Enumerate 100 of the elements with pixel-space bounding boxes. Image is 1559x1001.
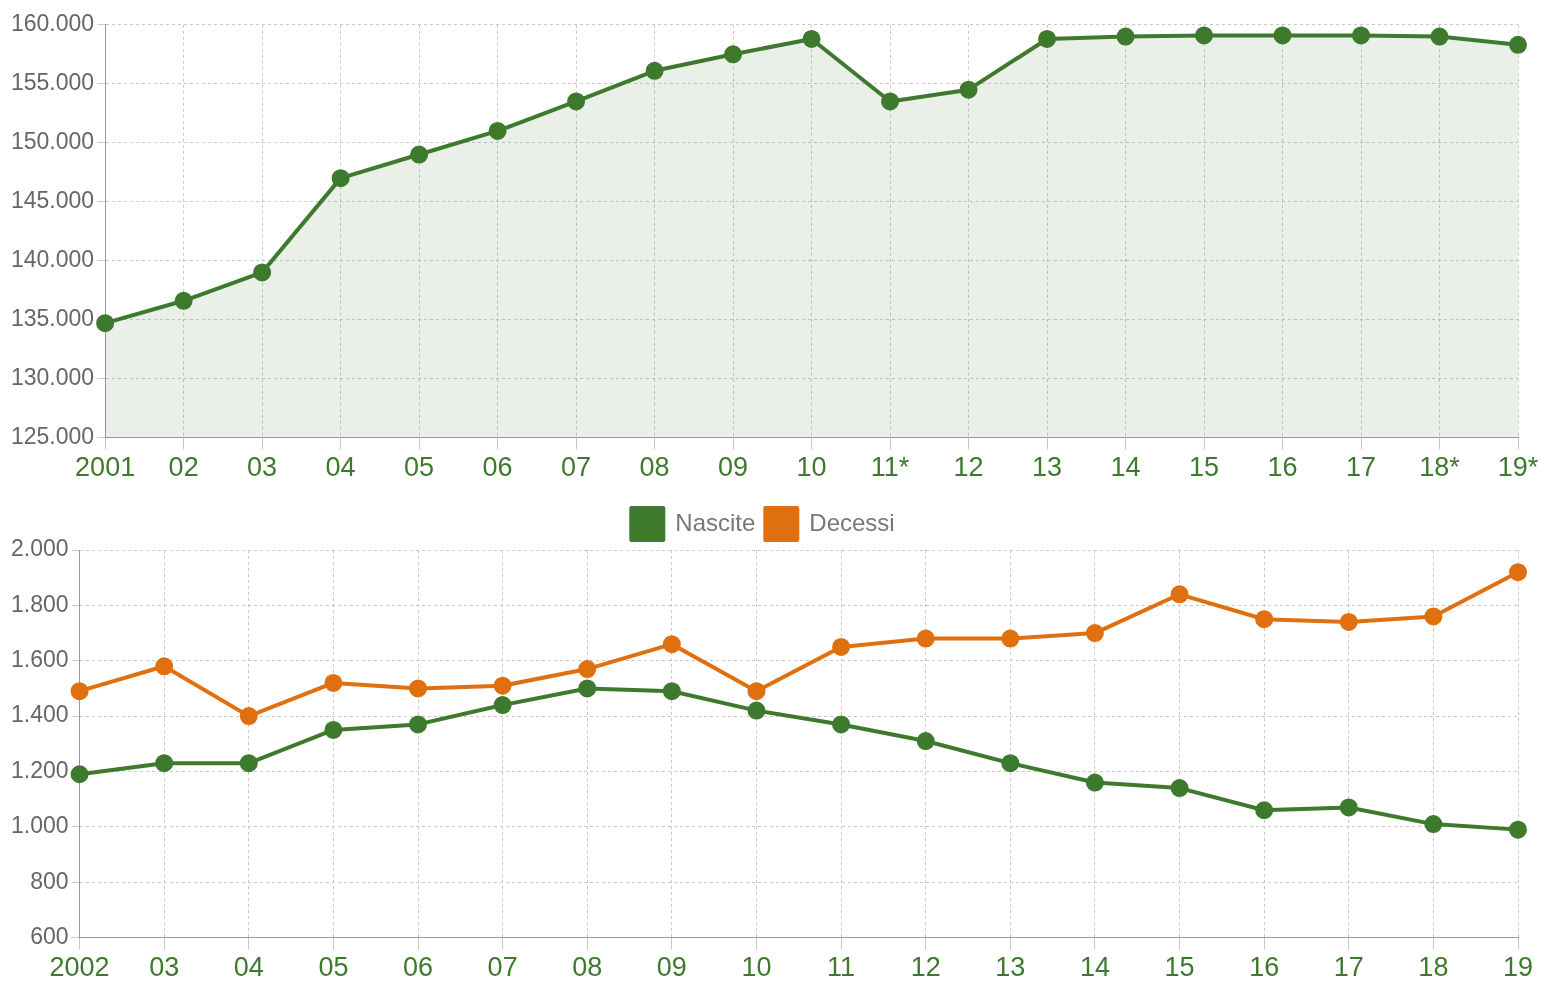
point bbox=[1255, 801, 1274, 820]
x-tick-label: 15 bbox=[1164, 952, 1195, 983]
point bbox=[331, 169, 350, 188]
legend-label: Decessi bbox=[809, 508, 895, 536]
point bbox=[1116, 27, 1135, 46]
point bbox=[1509, 563, 1527, 582]
x-tick-label: 10 bbox=[796, 452, 827, 483]
x-tick-label: 14 bbox=[1110, 452, 1141, 483]
point bbox=[1001, 629, 1020, 648]
y-tick-label: 150.000 bbox=[11, 128, 95, 155]
x-tick-label: 16 bbox=[1267, 452, 1298, 483]
x-tick-label: 16 bbox=[1249, 952, 1280, 983]
x-tick-label: 12 bbox=[910, 952, 941, 983]
x-tick-label: 07 bbox=[487, 952, 518, 983]
point bbox=[155, 657, 174, 676]
y-tick-label: 1.600 bbox=[10, 646, 69, 673]
y-tick-label: 155.000 bbox=[11, 69, 95, 96]
point bbox=[724, 45, 743, 64]
x-tick-label: 10 bbox=[741, 952, 772, 983]
x-tick-label: 19 bbox=[1502, 952, 1534, 983]
x-tick-label: 04 bbox=[233, 952, 264, 983]
point bbox=[1001, 754, 1020, 773]
x-tick-label: 09 bbox=[656, 952, 687, 983]
point bbox=[174, 291, 193, 310]
point bbox=[253, 263, 272, 282]
point bbox=[96, 314, 115, 333]
x-tick-label: 06 bbox=[482, 452, 513, 483]
point bbox=[916, 629, 935, 648]
point bbox=[1255, 610, 1274, 629]
point bbox=[324, 673, 343, 692]
point bbox=[70, 765, 89, 784]
y-tick-label: 1.000 bbox=[10, 812, 69, 839]
point bbox=[1170, 779, 1189, 798]
y-tick-label: 140.000 bbox=[11, 246, 95, 273]
x-tick-label: 05 bbox=[318, 952, 349, 983]
x-tick-label: 18* bbox=[1419, 452, 1461, 483]
point bbox=[493, 696, 512, 715]
point bbox=[493, 676, 512, 695]
x-tick-label: 03 bbox=[149, 952, 180, 983]
point bbox=[1430, 27, 1449, 46]
point bbox=[832, 715, 851, 734]
point bbox=[1339, 798, 1358, 817]
point bbox=[747, 701, 766, 720]
y-tick-label: 130.000 bbox=[11, 363, 95, 390]
x-tick-label: 15 bbox=[1189, 452, 1220, 483]
point bbox=[488, 121, 507, 140]
point bbox=[578, 660, 597, 679]
x-tick-label: 18 bbox=[1418, 952, 1449, 983]
point bbox=[155, 754, 174, 773]
x-tick-label: 13 bbox=[995, 952, 1026, 983]
x-tick-label: 02 bbox=[168, 452, 199, 483]
x-tick-label: 09 bbox=[718, 452, 749, 483]
legend-label: Nascite bbox=[675, 508, 756, 536]
point bbox=[567, 92, 586, 111]
point bbox=[1038, 29, 1057, 48]
y-tick-label: 2.000 bbox=[10, 535, 69, 562]
point bbox=[916, 732, 935, 751]
point bbox=[1085, 624, 1104, 643]
point bbox=[409, 715, 428, 734]
x-tick-label: 13 bbox=[1032, 452, 1063, 483]
x-tick-label: 12 bbox=[953, 452, 984, 483]
x-tick-label: 11* bbox=[870, 452, 910, 483]
x-tick-label: 14 bbox=[1079, 952, 1110, 983]
point bbox=[832, 637, 851, 656]
point bbox=[1509, 820, 1527, 839]
x-tick-label: 06 bbox=[402, 952, 434, 983]
x-tick-label: 04 bbox=[325, 452, 356, 483]
point bbox=[1352, 26, 1371, 45]
y-tick-label: 160.000 bbox=[11, 10, 95, 37]
point bbox=[881, 92, 900, 111]
y-tick-label: 1.400 bbox=[10, 701, 69, 728]
point bbox=[802, 29, 821, 48]
y-tick-label: 600 bbox=[30, 922, 69, 949]
point bbox=[1509, 35, 1527, 54]
point bbox=[409, 679, 428, 698]
y-tick-label: 145.000 bbox=[11, 187, 95, 214]
point bbox=[1424, 815, 1443, 834]
y-tick-label: 1.800 bbox=[10, 590, 69, 617]
x-tick-label: 17 bbox=[1333, 952, 1364, 983]
point bbox=[645, 61, 664, 80]
x-tick-label: 03 bbox=[247, 452, 278, 483]
point bbox=[662, 635, 681, 654]
x-tick-label: 17 bbox=[1345, 452, 1377, 483]
point bbox=[239, 754, 258, 773]
x-tick-label: 08 bbox=[639, 452, 670, 483]
point bbox=[959, 80, 978, 99]
point bbox=[1170, 585, 1189, 604]
point bbox=[578, 679, 597, 698]
x-tick-label: 19* bbox=[1497, 452, 1539, 483]
point bbox=[1273, 26, 1292, 45]
x-tick-label: 08 bbox=[572, 952, 603, 983]
y-tick-label: 125.000 bbox=[11, 422, 95, 449]
point bbox=[324, 720, 343, 739]
x-tick-label: 2001 bbox=[75, 452, 136, 483]
point bbox=[747, 682, 766, 701]
y-tick-label: 135.000 bbox=[11, 305, 95, 331]
x-tick-label: 2002 bbox=[49, 952, 110, 983]
y-tick-label: 800 bbox=[30, 867, 69, 894]
x-tick-label: 11 bbox=[827, 952, 856, 983]
point bbox=[662, 682, 681, 701]
